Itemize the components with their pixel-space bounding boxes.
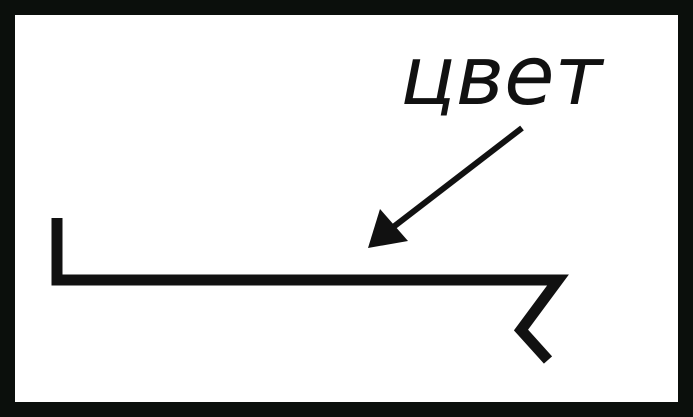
- pointer-arrow-shaft: [390, 125, 524, 231]
- pointer-arrow-head: [368, 209, 408, 248]
- color-label: цвет: [400, 29, 605, 124]
- diagram-canvas: [15, 15, 678, 402]
- profile-outline: [51, 218, 569, 364]
